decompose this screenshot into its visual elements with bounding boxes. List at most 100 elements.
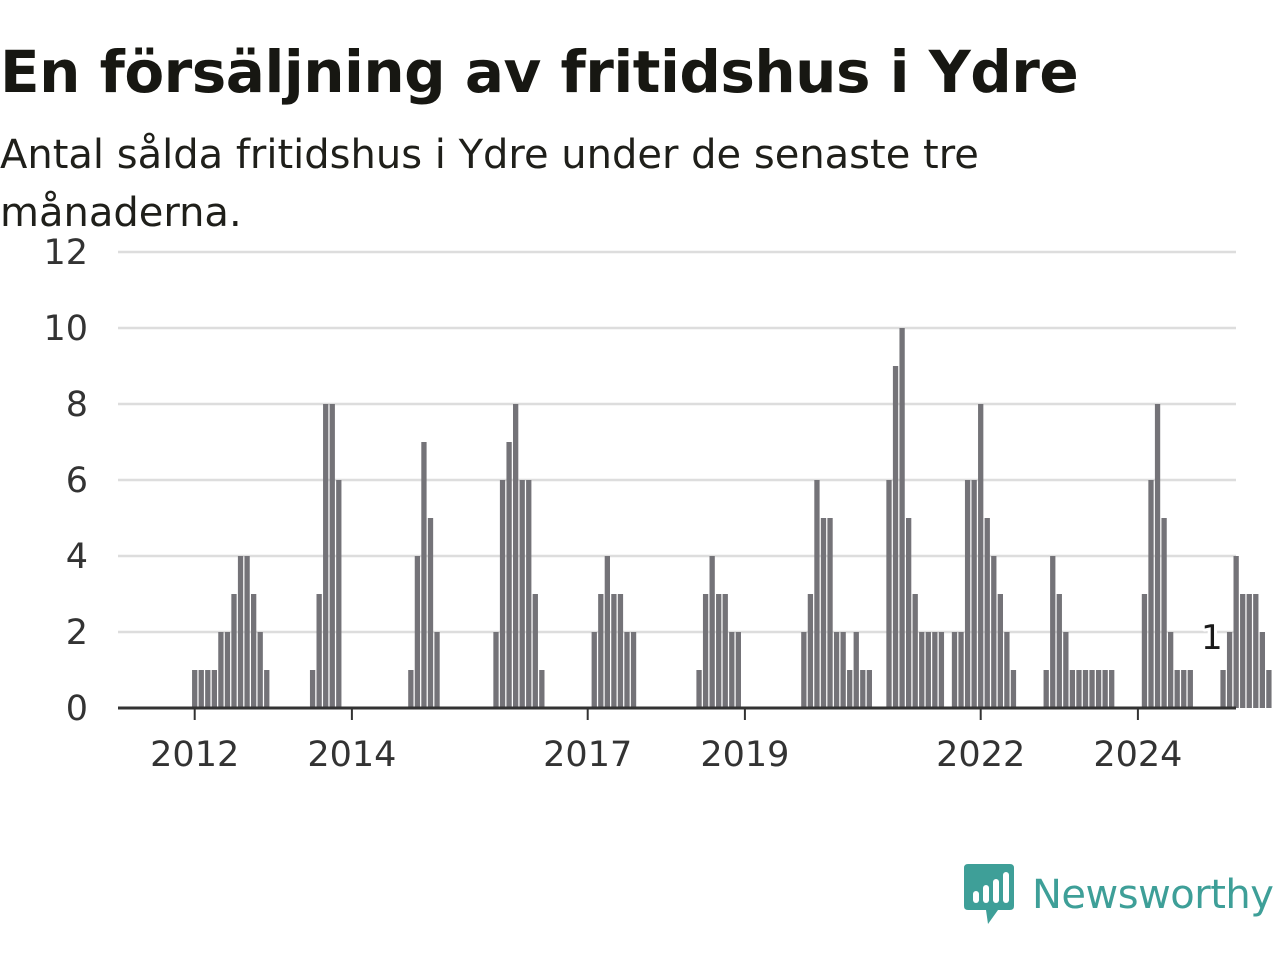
- bar: [506, 442, 512, 708]
- bar: [984, 518, 990, 708]
- bar: [611, 594, 617, 708]
- bar: [1069, 670, 1076, 708]
- bar: [1043, 670, 1049, 708]
- bar: [1089, 670, 1095, 708]
- bar: [847, 670, 853, 708]
- bar: [1154, 404, 1161, 708]
- bar: [205, 670, 211, 708]
- bar: [532, 594, 538, 708]
- gridlines: [118, 250, 1236, 634]
- bar: [1220, 670, 1226, 708]
- bar: [1050, 556, 1056, 708]
- bar: [833, 632, 840, 708]
- x-tick-label: 2024: [1093, 735, 1182, 775]
- bar-chart: 0 2 4 6 8 10 12 2012 2014 2017 2019 2022 2024 1: [43, 233, 1272, 775]
- bar: [853, 632, 859, 708]
- x-tick-label: 2022: [936, 735, 1025, 775]
- bar: [218, 632, 224, 708]
- y-tick-label: 12: [43, 233, 88, 273]
- bar: [211, 670, 217, 708]
- bar: [1253, 594, 1259, 708]
- bar: [591, 632, 597, 708]
- bar: [964, 480, 971, 708]
- bar: [1240, 594, 1246, 708]
- bar: [729, 632, 735, 708]
- bar: [886, 480, 892, 708]
- bar: [309, 670, 316, 708]
- bar: [624, 632, 630, 708]
- data-labels: 1: [1198, 615, 1226, 661]
- bar: [807, 594, 814, 708]
- bar: [919, 632, 925, 708]
- bar: [1076, 670, 1082, 708]
- bar: [617, 594, 624, 708]
- bar: [1056, 594, 1062, 708]
- bar: [1266, 670, 1272, 708]
- bar: [735, 632, 741, 708]
- bar: [539, 670, 545, 708]
- bar: [971, 480, 977, 708]
- brand-name: Newsworthy: [1032, 872, 1274, 918]
- bar: [336, 480, 342, 708]
- bar: [513, 404, 519, 708]
- bar: [251, 594, 257, 708]
- bar: [1161, 518, 1167, 708]
- y-tick-label: 4: [66, 537, 88, 577]
- bar: [630, 632, 637, 708]
- bar: [801, 632, 807, 708]
- bar: [866, 670, 872, 708]
- x-tick-label: 2017: [543, 735, 632, 775]
- bar: [820, 518, 827, 708]
- bar: [899, 328, 905, 708]
- bar: [1004, 632, 1010, 708]
- bar: [1102, 670, 1108, 708]
- bar: [840, 632, 846, 708]
- bar: [1174, 670, 1180, 708]
- bar: [493, 632, 499, 708]
- bar: [938, 632, 945, 708]
- bar: [434, 632, 440, 708]
- y-tick-label: 0: [66, 689, 88, 729]
- bar: [958, 632, 964, 708]
- bar: [1148, 480, 1154, 708]
- newsworthy-brand[interactable]: Newsworthy: [964, 862, 1274, 928]
- chart-title: En försäljning av fritidshus i Ydre: [0, 38, 1079, 106]
- bar: [224, 632, 231, 708]
- x-tick-label: 2014: [307, 735, 396, 775]
- bar: [906, 518, 912, 708]
- bar: [526, 480, 532, 708]
- bar: [408, 670, 414, 708]
- bars: [192, 328, 1272, 708]
- bar: [329, 404, 335, 708]
- bar: [991, 556, 997, 708]
- bar: [414, 556, 421, 708]
- bar: [1109, 670, 1115, 708]
- y-tick-label: 2: [66, 613, 88, 653]
- bar: [257, 632, 263, 708]
- bar: [892, 366, 899, 708]
- bar: [237, 556, 244, 708]
- bar: [192, 670, 198, 708]
- bar: [1063, 632, 1069, 708]
- bar: [316, 594, 322, 708]
- axes: 0 2 4 6 8 10 12 2012 2014 2017 2019 2022 2024: [43, 233, 1236, 775]
- y-tick-label: 6: [66, 461, 88, 501]
- bar: [1095, 670, 1102, 708]
- bar: [499, 480, 506, 708]
- bar: [1187, 670, 1193, 708]
- bar: [604, 556, 610, 708]
- bar: [702, 594, 709, 708]
- bar: [427, 518, 434, 708]
- y-tick-label: 10: [43, 309, 88, 349]
- bar: [598, 594, 604, 708]
- bar: [814, 480, 820, 708]
- bar: [1181, 670, 1187, 708]
- bar: [231, 594, 237, 708]
- bar: [951, 632, 958, 708]
- bar: [997, 594, 1003, 708]
- y-tick-label: 8: [66, 385, 88, 425]
- bar: [978, 404, 984, 708]
- bar: [198, 670, 204, 708]
- bar: [932, 632, 938, 708]
- bar: [716, 594, 722, 708]
